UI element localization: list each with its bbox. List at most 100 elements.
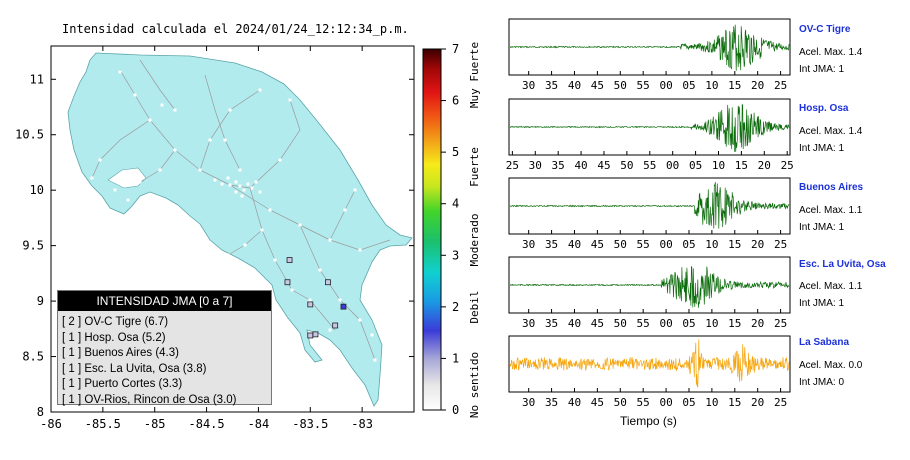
time-tick-label: 10 [705,317,718,330]
town-marker [113,188,117,192]
town-marker [254,180,258,184]
time-tick-label: 45 [591,396,604,409]
town-marker [338,298,342,302]
town-marker [318,268,322,272]
time-tick-label: 40 [568,317,581,330]
town-marker [288,98,292,102]
time-tick-label: 15 [735,159,748,172]
time-tick-label: 55 [637,79,650,92]
road [204,74,241,171]
time-tick-label: 55 [643,159,656,172]
town-marker [234,190,238,194]
colorbar-labels: No sentido Debil Moderado Fuerte Muy Fuerte [468,42,481,418]
town-marker [213,178,217,182]
intensity-legend: INTENSIDAD JMA [0 a 7] [ 2 ] OV-C Tigre … [57,290,272,406]
station-marker [307,332,314,339]
colorbar-category-label: Moderado [468,214,481,267]
colorbar-category-label: Fuerte [468,147,481,187]
map-axes: -86 -85.5 -85 -84.5 -84 -83.5 -83 11 10.5 10 9.5 9 8… [15,46,414,431]
time-tick-label: 45 [591,79,604,92]
station-peak-accel: Acel. Max. 0.0 [799,360,863,371]
map-x-tick-label: -83 [351,417,373,431]
map-x-tick-label: -84.5 [189,417,225,431]
time-tick-label: 20 [751,79,764,92]
town-marker [238,168,242,172]
time-tick-label: 00 [659,396,672,409]
town-marker [370,333,374,337]
town-marker [226,253,230,257]
colorbar-tick-label: 1 [452,351,459,365]
time-tick-label: 05 [682,317,695,330]
town-marker [243,243,247,247]
town-marker [228,183,232,187]
map-x-tick-label: -84 [248,417,270,431]
time-tick-label: 00 [659,79,672,92]
time-tick-label: 50 [620,159,633,172]
town-marker [160,103,164,107]
time-tick-label: 00 [659,238,672,251]
town-marker [298,223,302,227]
time-tick-label: 30 [522,79,535,92]
town-marker [278,158,282,162]
time-tick-label: 30 [522,238,535,251]
town-marker [250,186,254,190]
station-name: La Sabana [799,337,850,348]
time-tick-label: 40 [568,396,581,409]
time-tick-label: 55 [637,238,650,251]
time-tick-label: 20 [751,317,764,330]
town-marker [98,158,102,162]
station-markers [284,257,347,339]
time-tick-label: 50 [614,317,627,330]
map-y-tick-label: 11 [30,72,44,86]
town-marker [158,168,162,172]
town-marker [118,70,122,74]
town-marker [373,358,377,362]
town-marker [268,208,272,212]
map-y-tick-label: 9 [37,294,44,308]
time-tick-label: 30 [522,317,535,330]
station-jma: Int JMA: 1 [799,143,845,154]
colorbar-tick-label: 5 [452,145,459,159]
map-y-tick-label: 8.5 [22,350,44,364]
road [91,119,151,179]
colorbar-tick-label: 7 [452,42,459,56]
town-marker [133,93,137,97]
station-peak-accel: Acel. Max. 1.1 [799,281,863,292]
road [229,184,391,251]
station-marker [307,301,314,308]
time-tick-label: 10 [705,79,718,92]
time-tick-label: 30 [529,159,542,172]
time-tick-label: 40 [568,238,581,251]
town-marker [260,228,264,232]
town-marker [242,188,246,192]
time-tick-label: 00 [666,159,679,172]
time-tick-label: 45 [597,159,610,172]
time-tick-label: 15 [728,396,741,409]
time-tick-label: 40 [568,79,581,92]
town-marker [246,182,250,186]
colorbar-ticks: 0 1 2 3 4 5 6 7 [441,42,459,417]
town-marker [238,184,242,188]
waveform-trace [510,24,790,71]
time-tick-label: 15 [728,317,741,330]
map-x-tick-label: -86 [40,417,62,431]
time-tick-label: 20 [758,159,771,172]
colorbar-category-label: No sentido [468,352,481,418]
time-tick-label: 35 [545,238,558,251]
road [249,99,301,189]
town-marker [148,118,152,122]
legend-item: [ 1 ] Esc. La Uvita, Osa (3.8) [62,362,207,375]
time-tick-label: 10 [705,238,718,251]
station-name: Buenos Aires [799,182,864,193]
colorbar-tick-label: 6 [452,94,459,108]
time-tick-label: 25 [506,159,519,172]
waveform-trace [509,339,790,388]
time-axis-label: Tiempo (s) [620,414,677,428]
map-y-tick-label: 8 [37,405,44,419]
town-marker [208,138,212,142]
station-jma: Int JMA: 1 [799,222,845,233]
time-tick-label: 25 [774,79,787,92]
waveform-trace [509,266,790,308]
town-marker [258,190,262,194]
map-y-tick-label: 9.5 [22,239,44,253]
